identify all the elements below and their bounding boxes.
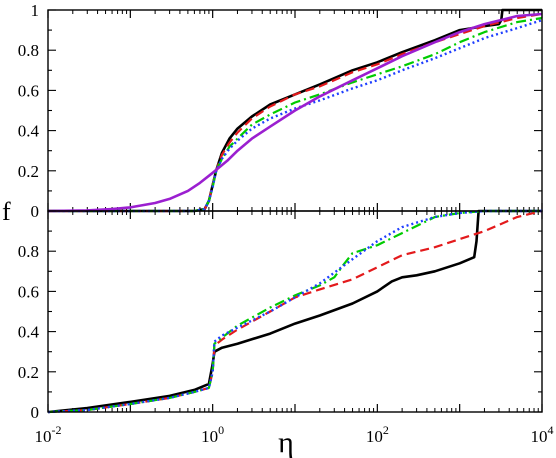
bottom-panel bbox=[47, 209, 543, 414]
top-ytick-label: 1 bbox=[31, 1, 40, 20]
bottom-series-dotted-line bbox=[47, 209, 542, 414]
top-series-dashed-line bbox=[48, 12, 543, 213]
bottom-series-dashed-line bbox=[47, 209, 543, 414]
top-ytick-label: 0.4 bbox=[18, 122, 40, 141]
top-ytick-label: 0 bbox=[31, 202, 40, 221]
tick-labels: 0 0.2 0.4 0.6 0.8 1 0 0.2 0.4 0.6 0.8 10-2 100 102 104 bbox=[18, 1, 554, 446]
xtick-label: 102 bbox=[366, 423, 389, 446]
bottom-series-dashdot-line bbox=[47, 209, 542, 414]
top-series-dashdot-line bbox=[48, 16, 543, 213]
y-axis-label: f bbox=[2, 197, 11, 226]
bottom-series-solid-line bbox=[47, 209, 542, 414]
bottom-series bbox=[47, 209, 543, 414]
bottom-ytick-label: 0 bbox=[31, 403, 40, 422]
top-series-dotted-line bbox=[48, 18, 543, 213]
top-series bbox=[47, 8, 543, 213]
xtick-label: 100 bbox=[201, 423, 224, 446]
top-series-solid-thick-line bbox=[47, 12, 543, 213]
xtick-label: 10-2 bbox=[35, 423, 62, 446]
bottom-ytick-label: 0.2 bbox=[18, 363, 39, 382]
bottom-panel-frame bbox=[47, 210, 543, 413]
top-ytick-label: 0.8 bbox=[18, 41, 39, 60]
xtick-label: 104 bbox=[531, 423, 554, 446]
bottom-ytick-label: 0.8 bbox=[18, 242, 39, 261]
top-ytick-label: 0.6 bbox=[18, 81, 39, 100]
top-ytick-label: 0.2 bbox=[18, 162, 39, 181]
x-axis-label: η bbox=[278, 426, 294, 458]
bottom-ticks bbox=[47, 210, 543, 413]
top-panel bbox=[47, 8, 543, 213]
bottom-ytick-label: 0.6 bbox=[18, 282, 39, 301]
bottom-ytick-label: 0.4 bbox=[18, 323, 40, 342]
